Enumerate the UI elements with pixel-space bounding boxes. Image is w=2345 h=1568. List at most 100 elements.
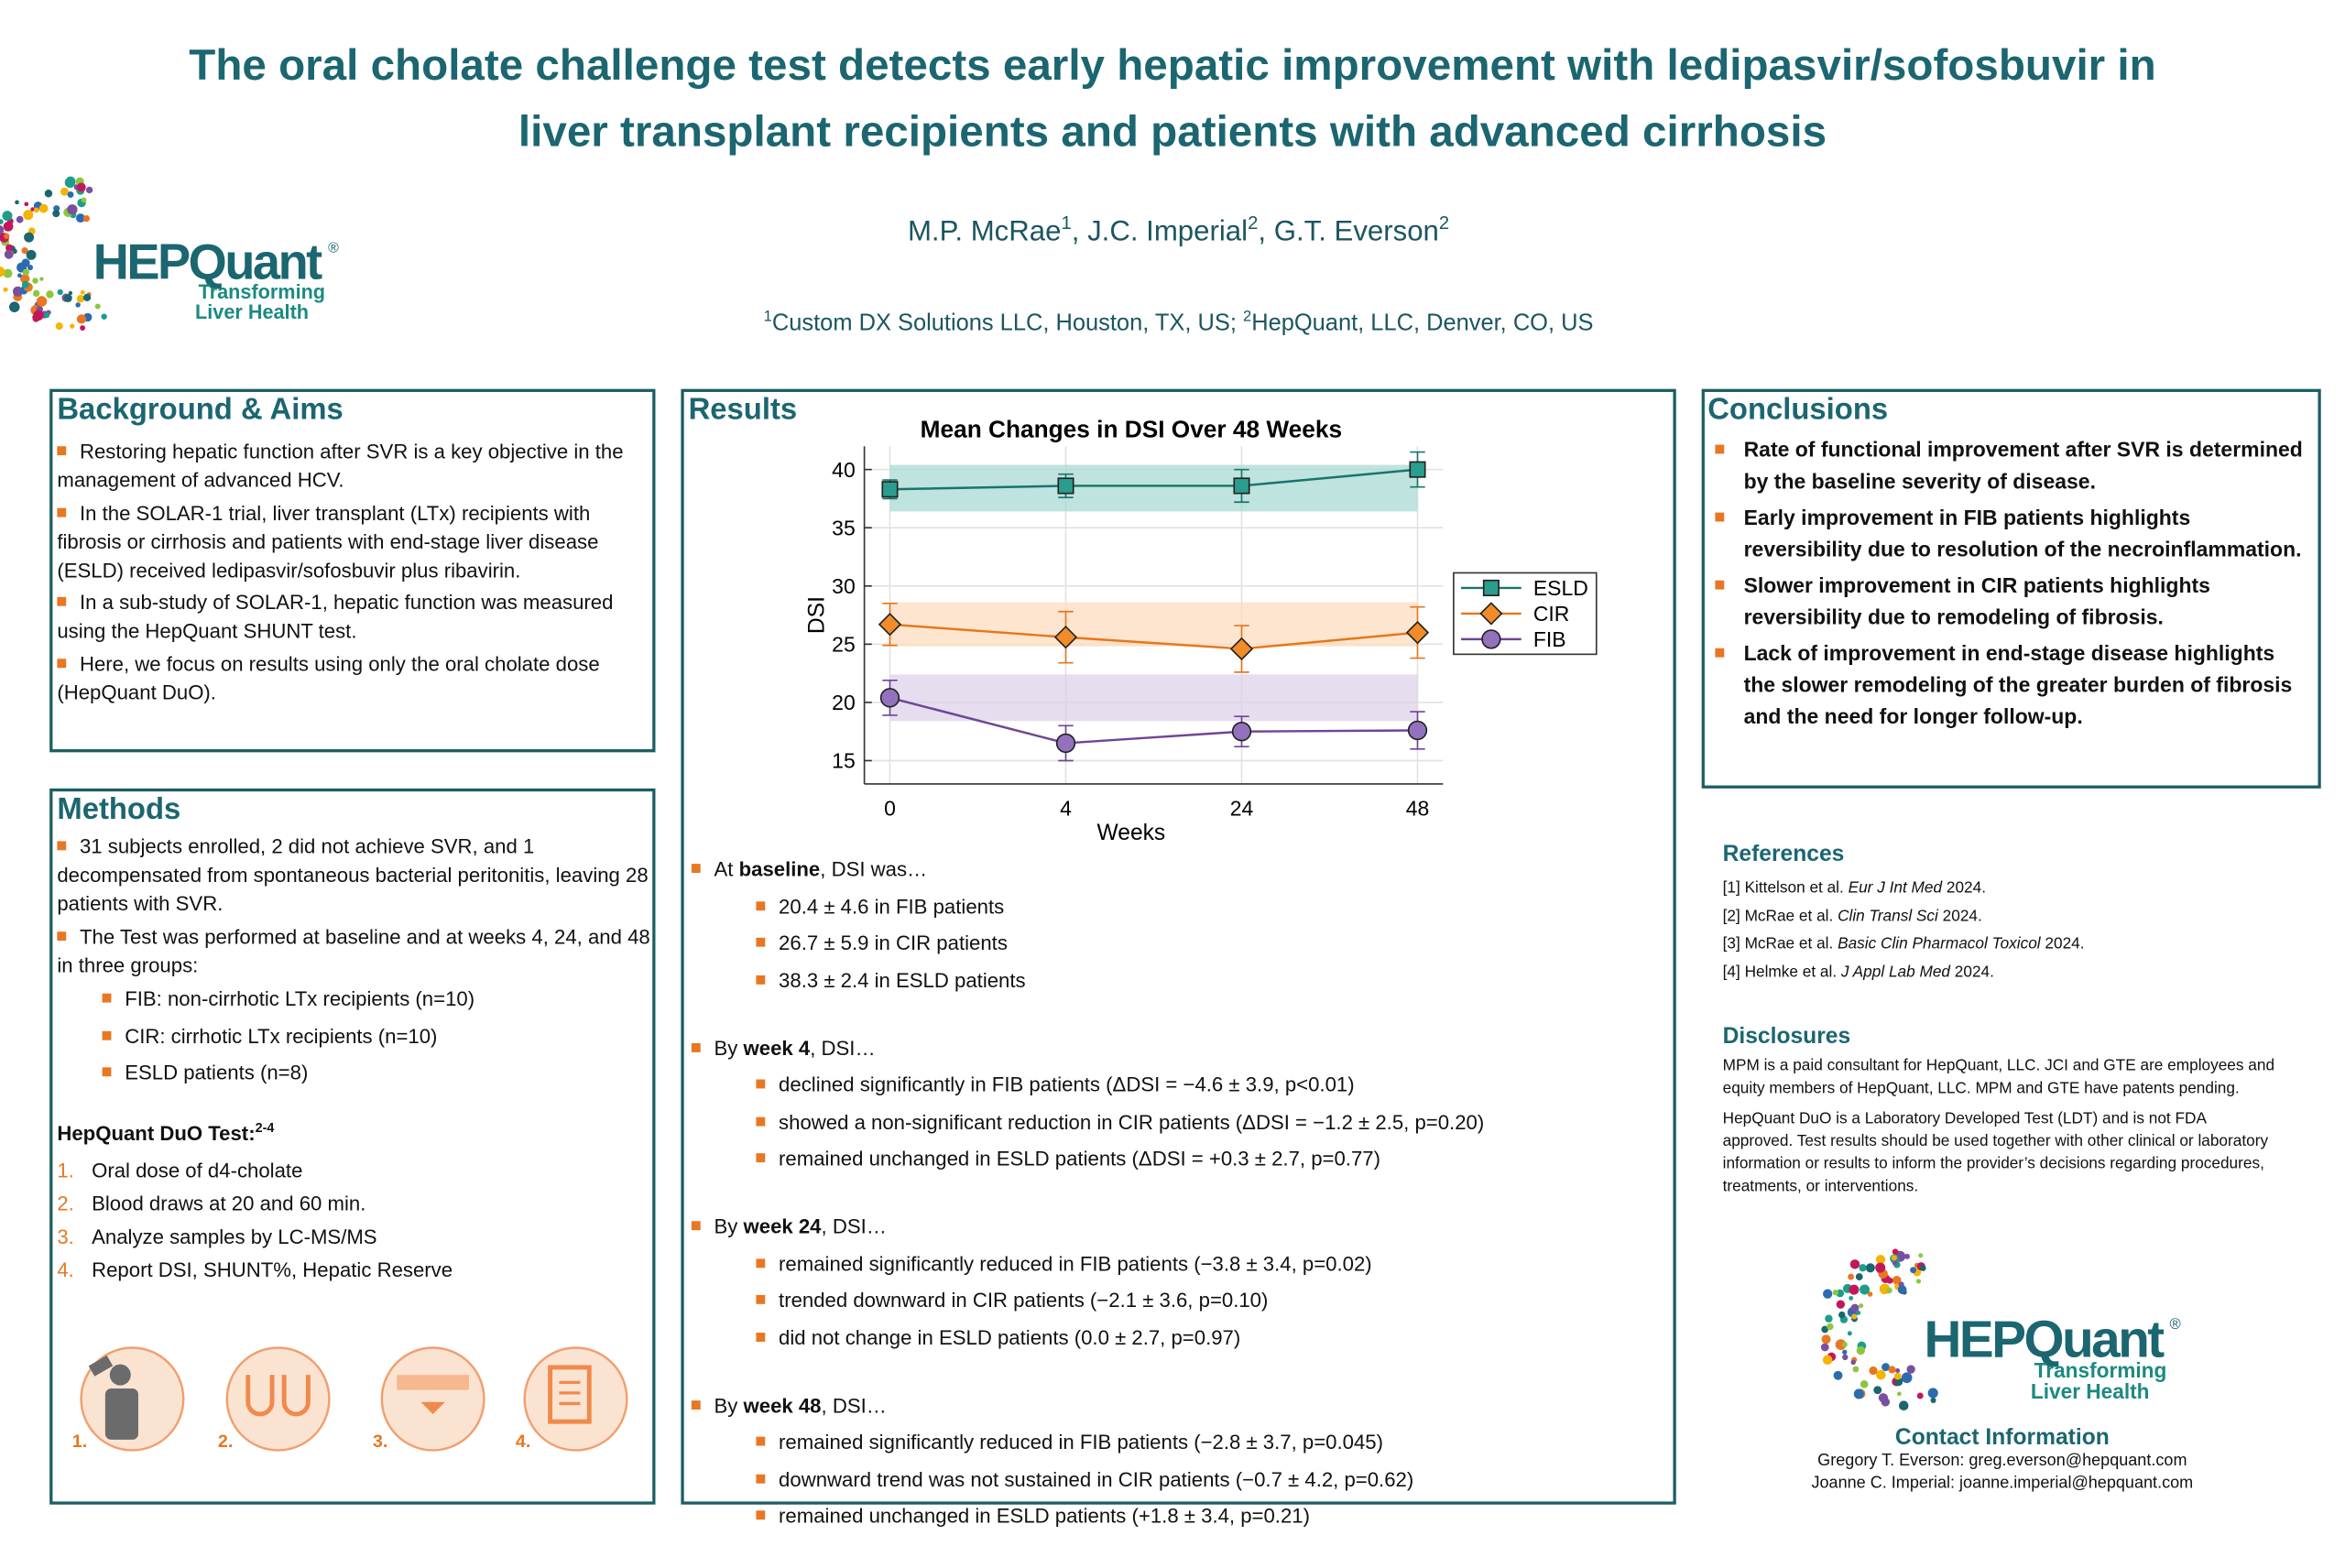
- marker: [1407, 720, 1428, 741]
- finding-item: remained significantly reduced in FIB pa…: [756, 1247, 1653, 1280]
- y-tick-label: 25: [832, 633, 856, 657]
- logo-dot: [3, 268, 13, 278]
- methods-panel: [49, 788, 656, 1505]
- x-tick-label: 0: [884, 796, 896, 820]
- logo-dot: [1842, 1349, 1848, 1355]
- bullet: Here, we focus on results using only the…: [57, 649, 650, 707]
- bullet: The Test was performed at baseline and a…: [57, 922, 650, 980]
- variability-band: [889, 602, 1418, 647]
- finding-item: remained unchanged in ESLD patients (+1.…: [756, 1500, 1653, 1533]
- logo-dot: [2, 211, 13, 222]
- logo-dot: [1898, 1400, 1909, 1410]
- logo-dot: [1901, 1372, 1913, 1384]
- logo-dot: [1892, 1248, 1899, 1256]
- reference-label: [3] McRae et al.: [1722, 934, 1838, 953]
- finding-lead-text: At: [714, 857, 739, 881]
- icon-label: 4.: [516, 1432, 530, 1452]
- legend-label: FIB: [1533, 627, 1566, 651]
- marker: [1055, 733, 1076, 754]
- affiliation: HepQuant, LLC, Denver, CO, US: [1251, 310, 1594, 337]
- finding-lead-rest: , DSI…: [821, 1393, 887, 1417]
- logo-dot: [1849, 1259, 1860, 1269]
- legend-label: ESLD: [1533, 576, 1588, 600]
- logo-dot: [1849, 1295, 1854, 1301]
- marker: [1229, 637, 1254, 661]
- reference-year: 2024.: [1950, 963, 1994, 982]
- affiliation-number: 1: [763, 309, 772, 326]
- logo-mark: ®: [328, 241, 339, 256]
- logo-dot: [9, 301, 20, 312]
- disclosure: HepQuant DuO is a Laboratory Developed T…: [1722, 1109, 2269, 1196]
- y-tick-label: 35: [832, 516, 856, 539]
- logo-dot: [1833, 1370, 1843, 1380]
- finding-item: remained significantly reduced in FIB pa…: [756, 1426, 1653, 1459]
- finding-lead: At baseline, DSI was…: [692, 854, 1653, 887]
- logo-dot: [57, 289, 63, 296]
- group: FIB: non-cirrhotic LTx recipients (n=10): [103, 983, 651, 1016]
- finding-lead-rest: , DSI was…: [820, 857, 928, 881]
- finding-item: remained unchanged in ESLD patients (ΔDS…: [756, 1143, 1653, 1176]
- logo-dot: [1825, 1314, 1833, 1323]
- logo-dot: [36, 296, 48, 307]
- marker: [1405, 620, 1430, 645]
- logo-dot: [33, 310, 44, 321]
- reference: [3] McRae et al. Basic Clin Pharmacol To…: [1723, 931, 2295, 959]
- bullet: In a sub-study of SOLAR-1, hepatic funct…: [57, 588, 650, 646]
- variability-band: [889, 674, 1418, 722]
- finding-timepoint: baseline: [738, 857, 821, 881]
- icon-cup: [88, 1355, 114, 1377]
- marker: [881, 481, 899, 498]
- logo-dot: [32, 278, 38, 284]
- y-tick-label: 15: [832, 749, 856, 773]
- finding-timepoint: week 4: [743, 1036, 811, 1060]
- marker: [1409, 461, 1426, 478]
- logo-dot: [1821, 1325, 1829, 1334]
- logo-dot: [1886, 1287, 1892, 1294]
- finding-item: declined significantly in FIB patients (…: [756, 1069, 1653, 1102]
- group: ESLD patients (n=8): [103, 1057, 651, 1090]
- reference: [4] Helmke et al. J Appl Lab Med 2024.: [1723, 958, 2295, 986]
- logo-dot: [1876, 1369, 1886, 1380]
- logo-dot: [1906, 1365, 1915, 1374]
- logo-dot: [32, 289, 40, 298]
- step: 2. Blood draws at 20 and 60 min.: [57, 1187, 650, 1220]
- legend-label: CIR: [1533, 602, 1570, 626]
- icon-doc-lines: [559, 1380, 581, 1406]
- series-line: [889, 623, 1418, 650]
- logo-tagline: Transforming: [2034, 1358, 2167, 1382]
- logo-dot: [1860, 1284, 1871, 1295]
- logo-name: HEPQuant: [1925, 1311, 2165, 1368]
- finding-lead-text: By: [714, 1214, 744, 1238]
- bullet: Lack of improvement in end-stage disease…: [1707, 637, 2312, 733]
- marker: [1481, 629, 1501, 649]
- bullet: Early improvement in FIB patients highli…: [1707, 502, 2312, 565]
- logo-dot: [1881, 1284, 1886, 1290]
- test-heading: HepQuant DuO Test:2-4: [57, 1111, 650, 1151]
- logo-dot: [22, 268, 30, 276]
- logo-dot: [1841, 1342, 1848, 1348]
- finding: By week 24, DSI… remained significantly r…: [692, 1211, 1653, 1355]
- methods-section: Methods 31 subjects enrolled, 2 did not …: [57, 793, 650, 1287]
- logo-dot: [17, 273, 22, 278]
- icon-plate: [397, 1375, 470, 1390]
- logo-dot: [43, 311, 50, 319]
- icon-drawings: [88, 1355, 592, 1440]
- reference: [1] Kittelson et al. Eur J Int Med 2024.: [1723, 875, 2295, 903]
- affiliation: Custom DX Solutions LLC, Houston, TX, US…: [771, 310, 1244, 337]
- logo-dot: [1897, 1391, 1902, 1397]
- logo-dot: [1853, 1388, 1864, 1399]
- icon-label: 2.: [218, 1432, 233, 1452]
- logo-dot: [21, 246, 28, 255]
- icon-doc: [548, 1365, 592, 1424]
- finding-lead-text: By: [714, 1393, 744, 1417]
- logo-dot: [64, 294, 72, 302]
- logo-dot: [1838, 1311, 1846, 1319]
- logo-dot: [1897, 1285, 1907, 1294]
- reference-journal: Basic Clin Pharmacol Toxicol: [1838, 934, 2041, 953]
- logo-dot: [1892, 1275, 1902, 1285]
- logo-dot: [1893, 1372, 1902, 1380]
- y-axis-label: DSI: [804, 596, 829, 634]
- finding-item: trended downward in CIR patients (−2.1 ±…: [756, 1284, 1653, 1317]
- finding: By week 48, DSI… remained significantly r…: [692, 1389, 1653, 1533]
